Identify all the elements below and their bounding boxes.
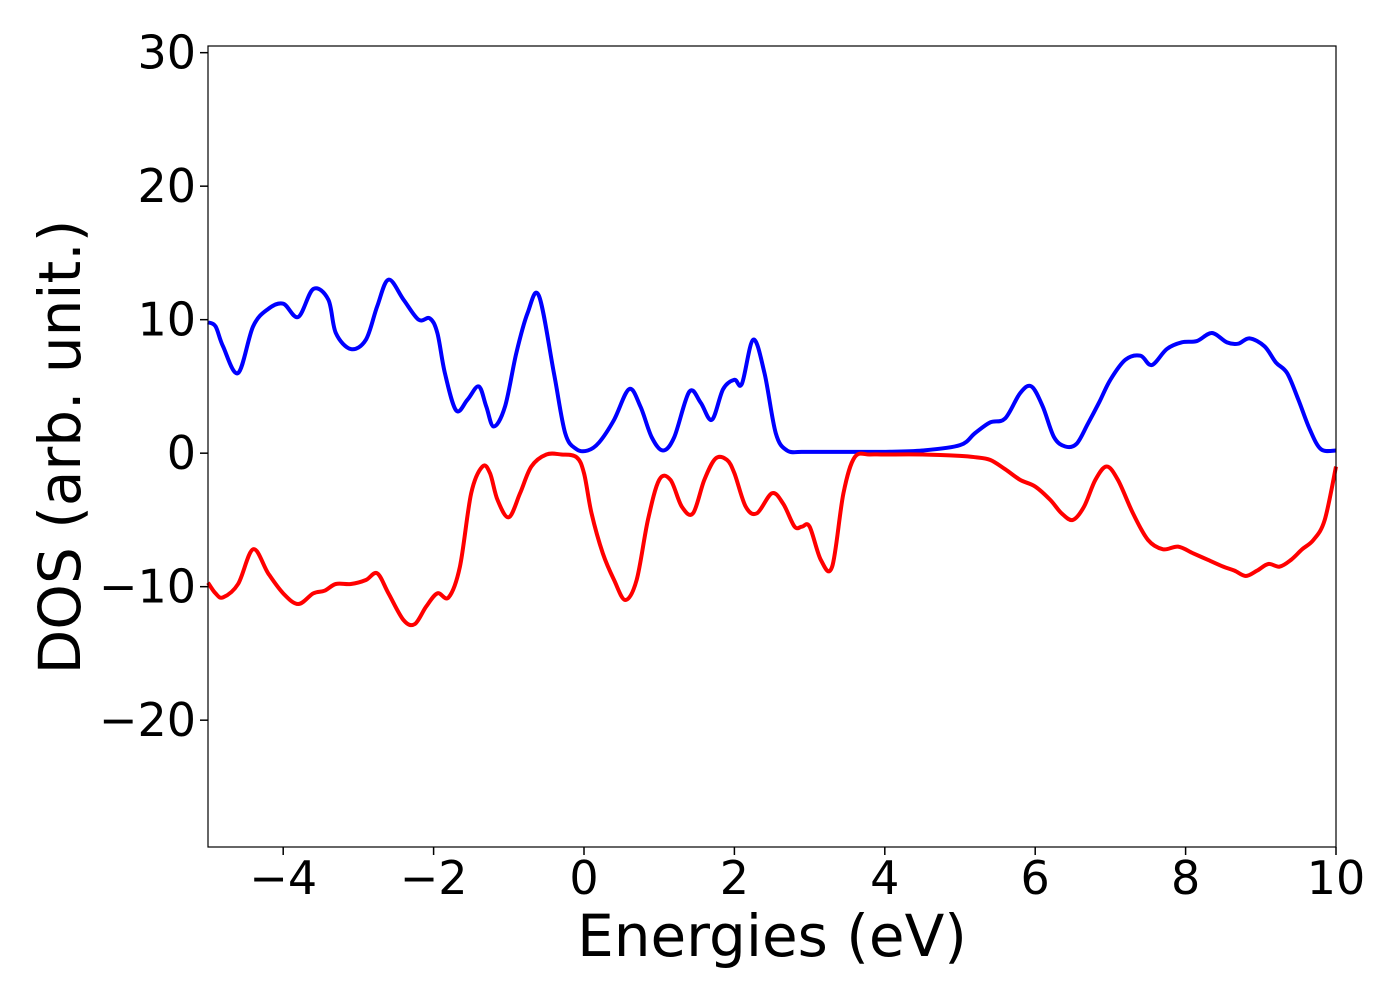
x-axis: −4 −2 0 2 4 6 8 10 xyxy=(249,847,1365,905)
y-tick-label: 10 xyxy=(137,293,196,347)
x-tick-label: 4 xyxy=(870,851,899,905)
y-tick-label: −20 xyxy=(99,693,196,747)
x-tick-label: 0 xyxy=(569,851,598,905)
x-tick-label: −4 xyxy=(249,851,317,905)
plot-background xyxy=(208,46,1336,847)
x-axis-label: Energies (eV) xyxy=(577,902,967,970)
x-tick-label: −2 xyxy=(400,851,468,905)
plot-frame xyxy=(207,45,1337,848)
series-layer xyxy=(206,277,1338,628)
y-tick-label: 20 xyxy=(137,159,196,213)
series-line-0 xyxy=(207,277,1337,455)
y-axis-label: DOS (arb. unit.) xyxy=(26,220,94,675)
x-tick-label: 10 xyxy=(1307,851,1366,905)
x-tick-label: 8 xyxy=(1171,851,1200,905)
y-tick-label: 30 xyxy=(137,26,196,80)
x-tick-label: 2 xyxy=(720,851,749,905)
series-line-1 xyxy=(206,451,1338,628)
x-tick-label: 6 xyxy=(1021,851,1050,905)
y-axis: −20 −10 0 10 20 30 xyxy=(99,26,208,747)
y-tick-label: 0 xyxy=(167,426,196,480)
y-tick-label: −10 xyxy=(99,560,196,614)
